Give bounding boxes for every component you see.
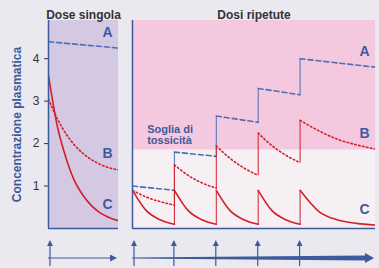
svg-text:Dose singola: Dose singola: [46, 8, 121, 22]
svg-text:3: 3: [33, 94, 40, 108]
svg-text:B: B: [359, 125, 369, 141]
svg-text:4: 4: [33, 52, 40, 66]
svg-text:A: A: [359, 43, 369, 59]
svg-text:Soglia ditossicità: Soglia ditossicità: [147, 123, 193, 146]
svg-text:C: C: [359, 201, 369, 217]
svg-text:2: 2: [33, 136, 40, 150]
svg-text:B: B: [102, 145, 112, 161]
svg-text:Dosi ripetute: Dosi ripetute: [217, 8, 291, 22]
svg-text:A: A: [102, 24, 112, 40]
svg-text:Concentrazione plasmatica: Concentrazione plasmatica: [10, 46, 24, 202]
svg-text:1: 1: [33, 179, 40, 193]
svg-text:C: C: [102, 196, 112, 212]
